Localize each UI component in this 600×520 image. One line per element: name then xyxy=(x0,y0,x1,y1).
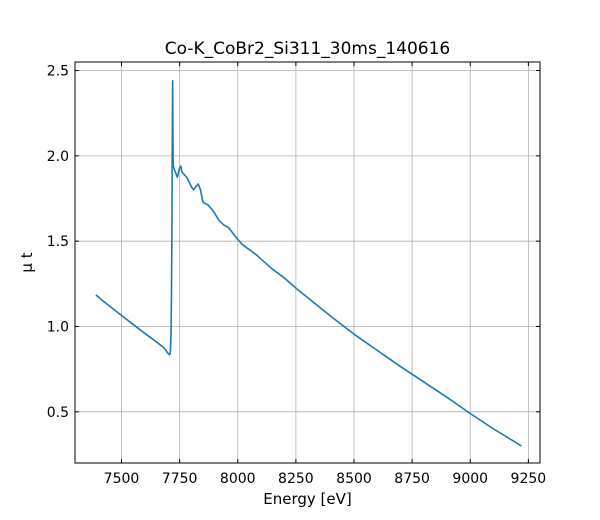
series-line xyxy=(95,79,522,447)
x-tick-label: 8750 xyxy=(394,471,430,487)
x-tick-label: 7500 xyxy=(104,471,140,487)
y-axis-label: μ t xyxy=(18,252,36,272)
axes-frame xyxy=(74,61,541,464)
y-tick-label: 0.5 xyxy=(47,405,69,421)
x-tick-label: 9000 xyxy=(452,471,488,487)
chart-title: Co-K_CoBr2_Si311_30ms_140616 xyxy=(165,39,451,59)
y-tick-label: 2.5 xyxy=(47,64,69,80)
y-tick-label: 2.0 xyxy=(47,149,69,165)
x-tick-label: 7750 xyxy=(162,471,198,487)
x-tick-label: 8000 xyxy=(220,471,256,487)
x-tick-label: 8500 xyxy=(336,471,372,487)
grid xyxy=(75,62,540,463)
y-tick-label: 1.5 xyxy=(47,234,69,250)
x-axis-label: Energy [eV] xyxy=(263,490,351,508)
x-tick-label: 8250 xyxy=(278,471,314,487)
ticks: 7500 7750 8000 8250 8500 8750 9000 9250 0.5 1.0 1.… xyxy=(47,62,546,487)
x-tick-label: 9250 xyxy=(511,471,547,487)
y-tick-label: 1.0 xyxy=(47,319,69,335)
plot-area xyxy=(95,79,522,447)
